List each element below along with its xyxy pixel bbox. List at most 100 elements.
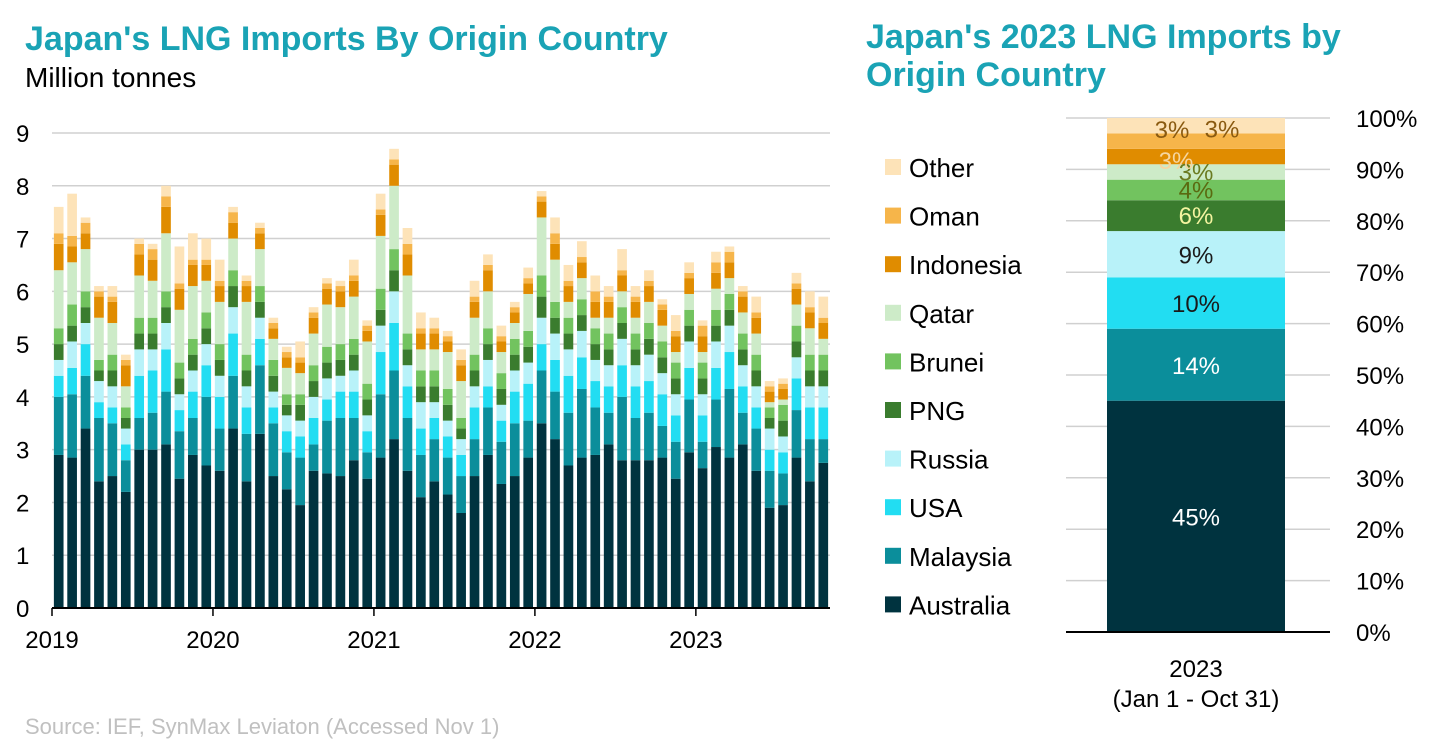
bar-segment <box>657 357 668 374</box>
bar-segment <box>295 404 305 421</box>
bar-segment <box>684 278 694 294</box>
bar-segment <box>174 431 185 479</box>
bar-segment <box>818 317 829 323</box>
bar-segment <box>308 470 319 608</box>
bar-segment <box>134 375 145 418</box>
bar-segment <box>483 344 493 360</box>
bar-segment <box>402 418 413 471</box>
bar-segment <box>134 317 145 334</box>
bar-segment <box>523 383 534 421</box>
bar-segment <box>281 357 292 368</box>
bar-segment <box>308 307 319 313</box>
bar-segment <box>161 185 171 197</box>
x-tick-label: 2020 <box>186 627 239 654</box>
bar-segment <box>80 249 91 292</box>
bar-segment <box>670 394 681 416</box>
bar-segment <box>389 185 399 250</box>
bar-segment <box>107 301 118 323</box>
bar-segment <box>751 312 762 318</box>
bar-segment <box>590 344 601 360</box>
bar-segment <box>644 460 654 608</box>
bar-segment <box>67 457 77 608</box>
bar-segment <box>147 370 158 413</box>
bar-segment <box>684 452 694 608</box>
bar-segment <box>389 249 399 271</box>
bar-segment <box>778 388 788 400</box>
bar-segment <box>617 291 627 308</box>
bar-segment <box>697 394 708 416</box>
bar-segment <box>295 373 305 395</box>
y-tick-label: 4 <box>16 385 29 412</box>
right-chart-title: Japan's 2023 LNG Imports by Origin Count… <box>866 18 1341 94</box>
bar-segment <box>590 328 601 345</box>
share-label-usa: 10% <box>1172 291 1220 318</box>
bar-segment <box>53 375 64 397</box>
bar-segment <box>550 359 560 392</box>
bar-segment <box>201 396 212 466</box>
bar-segment <box>711 341 721 368</box>
bar-segment <box>536 196 547 202</box>
bar-segment <box>188 286 198 339</box>
bar-segment <box>778 420 788 437</box>
x-tick-label: 2023 <box>669 627 722 654</box>
y-tick-label: 6 <box>16 279 29 306</box>
bar-segment <box>509 307 520 313</box>
bar-segment <box>509 391 520 424</box>
bar-segment <box>67 367 77 395</box>
bar-segment <box>281 431 292 453</box>
bar-segment <box>416 454 426 498</box>
bar-segment <box>711 262 721 273</box>
bar-segment <box>281 489 292 608</box>
bar-segment <box>737 296 748 313</box>
bar-segment <box>120 444 131 461</box>
bar-segment <box>147 412 158 450</box>
share-segment-png <box>1107 200 1285 232</box>
bar-segment <box>107 354 118 371</box>
legend-label: Indonesia <box>909 250 1022 280</box>
bar-segment <box>644 286 654 302</box>
bar-segment <box>295 436 305 458</box>
bar-segment <box>147 259 158 281</box>
bar-segment <box>778 378 788 384</box>
y-tick-label: 2 <box>16 490 29 517</box>
bar-segment <box>67 304 77 326</box>
bar-segment <box>201 259 212 265</box>
bar-segment <box>281 415 292 432</box>
bar-segment <box>563 317 574 334</box>
bar-segment <box>657 309 668 326</box>
bar-segment <box>416 370 426 387</box>
legend-label: Other <box>909 153 974 183</box>
share-label-other: 3% <box>1155 117 1190 144</box>
bar-segment <box>120 386 131 408</box>
legend-label: Australia <box>909 590 1011 620</box>
bar-segment <box>214 359 225 376</box>
bar-segment <box>536 191 547 197</box>
bar-segment <box>268 359 279 376</box>
bar-segment <box>375 309 386 326</box>
bar-segment <box>375 325 386 353</box>
bar-segment <box>751 370 762 387</box>
bar-segment <box>630 301 641 318</box>
bar-segment <box>429 481 440 608</box>
bar-segment <box>617 460 627 608</box>
bar-segment <box>375 214 386 236</box>
bar-segment <box>483 454 493 608</box>
bar-segment <box>107 296 118 302</box>
bar-segment <box>67 246 77 263</box>
bar-segment <box>523 420 534 458</box>
bar-segment <box>255 433 265 608</box>
bar-segment <box>429 418 440 440</box>
bar-segment <box>563 301 574 318</box>
bar-segment <box>94 481 104 608</box>
legend-label: Russia <box>909 445 989 475</box>
bar-segment <box>764 428 775 450</box>
bar-segment <box>818 323 829 339</box>
bar-segment <box>362 325 373 331</box>
bar-segment <box>697 336 708 353</box>
bar-segment <box>684 262 694 273</box>
bar-segment <box>724 388 735 458</box>
bar-segment <box>751 317 762 334</box>
bar-segment <box>402 333 413 350</box>
bar-segment <box>429 333 440 350</box>
